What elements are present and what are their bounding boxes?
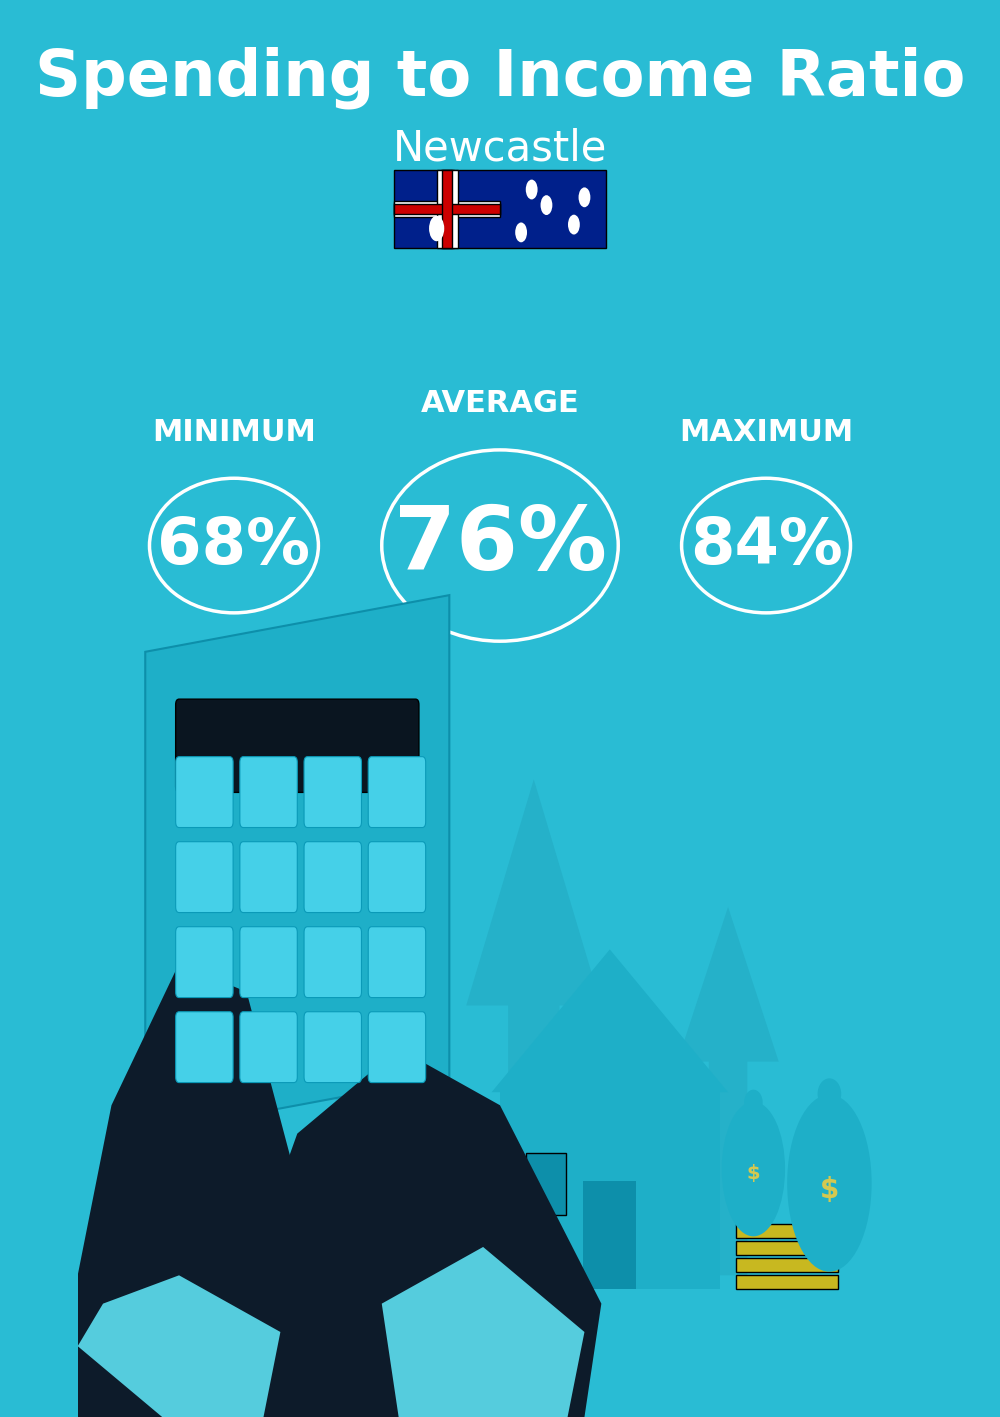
Text: AVERAGE: AVERAGE <box>421 390 579 418</box>
FancyBboxPatch shape <box>736 1275 838 1289</box>
FancyBboxPatch shape <box>176 699 419 792</box>
Text: $: $ <box>820 1176 839 1204</box>
FancyBboxPatch shape <box>368 927 426 998</box>
FancyBboxPatch shape <box>736 1224 838 1238</box>
Polygon shape <box>78 964 314 1417</box>
Ellipse shape <box>787 1094 872 1272</box>
FancyBboxPatch shape <box>394 204 500 214</box>
FancyBboxPatch shape <box>736 1241 838 1255</box>
Text: $: $ <box>747 1163 760 1183</box>
Text: Spending to Income Ratio: Spending to Income Ratio <box>35 47 965 109</box>
Ellipse shape <box>722 1102 785 1236</box>
Text: MINIMUM: MINIMUM <box>152 418 316 446</box>
FancyBboxPatch shape <box>176 757 233 828</box>
FancyBboxPatch shape <box>304 757 361 828</box>
FancyBboxPatch shape <box>437 170 458 248</box>
FancyBboxPatch shape <box>394 203 500 215</box>
FancyBboxPatch shape <box>736 1258 838 1272</box>
FancyBboxPatch shape <box>176 1012 233 1083</box>
FancyBboxPatch shape <box>394 170 606 248</box>
Polygon shape <box>247 1049 601 1417</box>
Polygon shape <box>145 595 449 1134</box>
FancyBboxPatch shape <box>176 842 233 913</box>
Polygon shape <box>677 907 779 1275</box>
FancyBboxPatch shape <box>304 927 361 998</box>
Text: MAXIMUM: MAXIMUM <box>679 418 853 446</box>
FancyBboxPatch shape <box>441 170 454 248</box>
FancyBboxPatch shape <box>368 757 426 828</box>
Polygon shape <box>500 1085 720 1289</box>
Text: 84%: 84% <box>690 514 842 577</box>
FancyBboxPatch shape <box>240 1012 297 1083</box>
Polygon shape <box>302 850 411 1275</box>
Circle shape <box>429 215 444 241</box>
Polygon shape <box>492 949 728 1093</box>
FancyBboxPatch shape <box>394 201 500 217</box>
FancyBboxPatch shape <box>304 1012 361 1083</box>
FancyBboxPatch shape <box>240 757 297 828</box>
Ellipse shape <box>744 1090 763 1115</box>
Circle shape <box>541 196 552 215</box>
FancyBboxPatch shape <box>240 927 297 998</box>
FancyBboxPatch shape <box>176 927 233 998</box>
Circle shape <box>568 215 580 235</box>
Polygon shape <box>78 1275 280 1417</box>
Text: Newcastle: Newcastle <box>393 128 607 170</box>
Polygon shape <box>583 1180 636 1289</box>
Polygon shape <box>382 1247 584 1417</box>
Text: 76%: 76% <box>394 502 606 589</box>
FancyBboxPatch shape <box>304 842 361 913</box>
Ellipse shape <box>818 1078 841 1110</box>
FancyBboxPatch shape <box>442 170 452 248</box>
Polygon shape <box>466 779 601 1318</box>
Circle shape <box>526 180 538 200</box>
Circle shape <box>579 187 590 207</box>
Circle shape <box>515 222 527 242</box>
FancyBboxPatch shape <box>240 842 297 913</box>
FancyBboxPatch shape <box>526 1153 566 1214</box>
FancyBboxPatch shape <box>368 1012 426 1083</box>
Text: 68%: 68% <box>157 514 310 577</box>
FancyBboxPatch shape <box>368 842 426 913</box>
